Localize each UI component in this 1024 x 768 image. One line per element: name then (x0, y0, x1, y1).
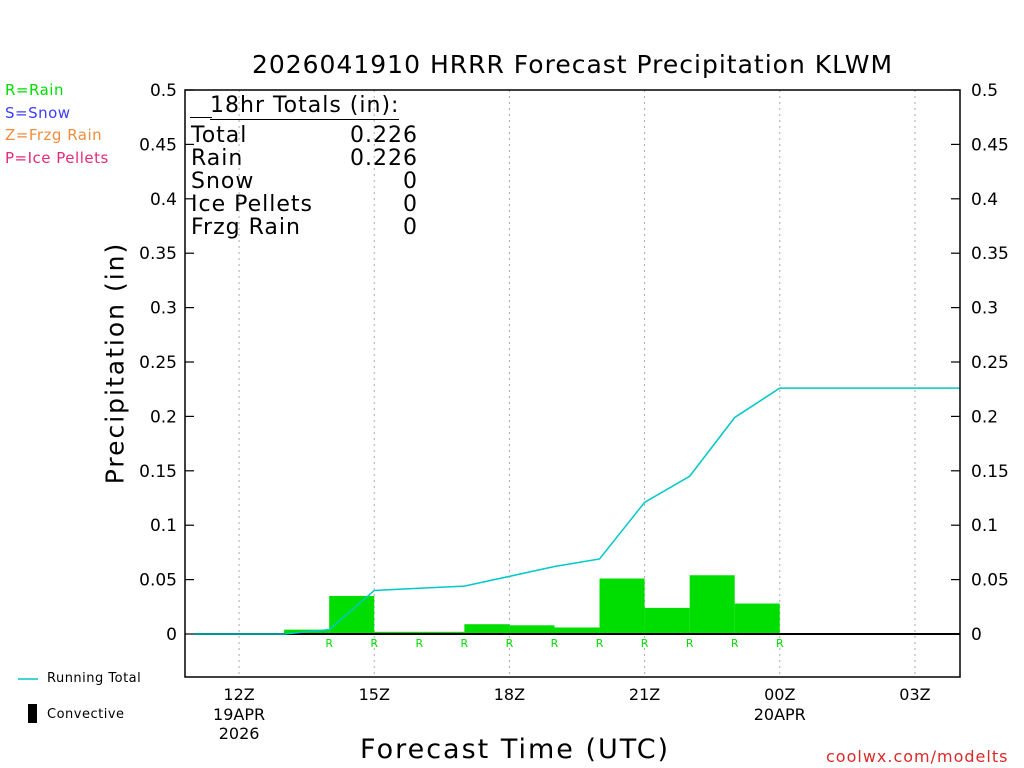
precip-type-code: R (415, 637, 423, 650)
precip-bar (734, 603, 780, 634)
x-tick-label: 15Z (359, 685, 390, 704)
totals-value-rain: 0.226 (350, 146, 418, 171)
x-axis-label: Forecast Time (UTC) (360, 734, 671, 765)
x-tick-label: 21Z (629, 685, 660, 704)
y-tick-label-left: 0.4 (150, 190, 177, 210)
totals-header: 18hr Totals (in): (210, 93, 400, 120)
precip-type-code: R (506, 637, 514, 650)
y-tick-label-right: 0.05 (971, 571, 1009, 591)
precip-bar (599, 578, 645, 634)
legend-convective-label: Convective (47, 707, 125, 722)
y-tick-label-left: 0.15 (139, 462, 177, 482)
totals-value-frzg-rain: 0 (403, 215, 418, 240)
y-tick-label-right: 0.45 (971, 135, 1009, 155)
legend-frzg-rain: Z=Frzg Rain (5, 126, 103, 144)
precip-type-code: R (731, 637, 739, 650)
precip-bar (644, 607, 690, 634)
precip-type-code: R (325, 637, 333, 650)
totals-value-snow: 0 (403, 169, 418, 194)
precip-bar (554, 627, 600, 634)
legend-running-total-label: Running Total (47, 671, 142, 686)
y-tick-label-left: 0.45 (139, 135, 177, 155)
totals-value-total: 0.226 (350, 123, 418, 148)
totals-underline-lead (190, 117, 212, 118)
x-tick-label: 12Z (223, 685, 254, 704)
y-tick-label-right: 0.3 (971, 299, 998, 319)
running-total-line (194, 387, 960, 635)
y-tick-label-right: 0.35 (971, 244, 1009, 264)
credit-text: coolwx.com/modelts (826, 747, 1009, 766)
x-tick-date: 19APR (213, 705, 265, 724)
totals-label-snow: Snow (191, 169, 255, 194)
y-tick-label-left: 0.25 (139, 353, 177, 373)
y-tick-label-left: 0.2 (150, 407, 177, 427)
precip-bar (689, 575, 735, 634)
precip-type-code: R (596, 637, 604, 650)
convective-legend-swatch (28, 704, 37, 723)
precip-type-code: R (686, 637, 694, 650)
totals-label-rain: Rain (191, 146, 244, 171)
y-tick-label-right: 0.4 (971, 190, 998, 210)
y-tick-label-right: 0.2 (971, 407, 998, 427)
totals-label-frzg-rain: Frzg Rain (191, 215, 301, 240)
y-tick-label-right: 0.25 (971, 353, 1009, 373)
precip-type-code: R (370, 637, 378, 650)
y-tick-label-left: 0.35 (139, 244, 177, 264)
precip-bar (509, 625, 555, 634)
precip-type-code: R (776, 637, 784, 650)
x-tick-label: 03Z (899, 685, 930, 704)
legend-rain: R=Rain (5, 81, 64, 99)
x-tick-label: 00Z (764, 685, 795, 704)
y-tick-label-right: 0.5 (971, 81, 998, 101)
y-tick-label-left: 0.3 (150, 299, 177, 319)
totals-label-total: Total (191, 123, 248, 148)
precip-bar (464, 624, 510, 634)
y-tick-label-right: 0.15 (971, 462, 1009, 482)
totals-value-ice-pellets: 0 (403, 192, 418, 217)
legend-snow: S=Snow (5, 104, 71, 122)
y-tick-label-right: 0.1 (971, 516, 998, 536)
y-tick-label-left: 0 (166, 625, 177, 645)
x-tick-year: 2026 (219, 724, 260, 743)
x-tick-label: 18Z (494, 685, 525, 704)
precip-type-code: R (461, 637, 469, 650)
legend-ice-pellets: P=Ice Pellets (5, 149, 109, 167)
plot-frame (184, 89, 961, 678)
chart-title: 2026041910 HRRR Forecast Precipitation K… (251, 50, 894, 79)
precip-bar (374, 631, 420, 634)
totals-label-ice-pellets: Ice Pellets (191, 192, 313, 217)
y-tick-label-right: 0 (971, 625, 982, 645)
precip-type-code: R (641, 637, 649, 650)
precip-bar (419, 631, 465, 634)
y-tick-label-left: 0.05 (139, 571, 177, 591)
precip-type-code: R (551, 637, 559, 650)
x-tick-date: 20APR (754, 705, 806, 724)
y-tick-label-left: 0.1 (150, 516, 177, 536)
precip-bar (329, 595, 375, 634)
y-tick-label-left: 0.5 (150, 81, 177, 101)
